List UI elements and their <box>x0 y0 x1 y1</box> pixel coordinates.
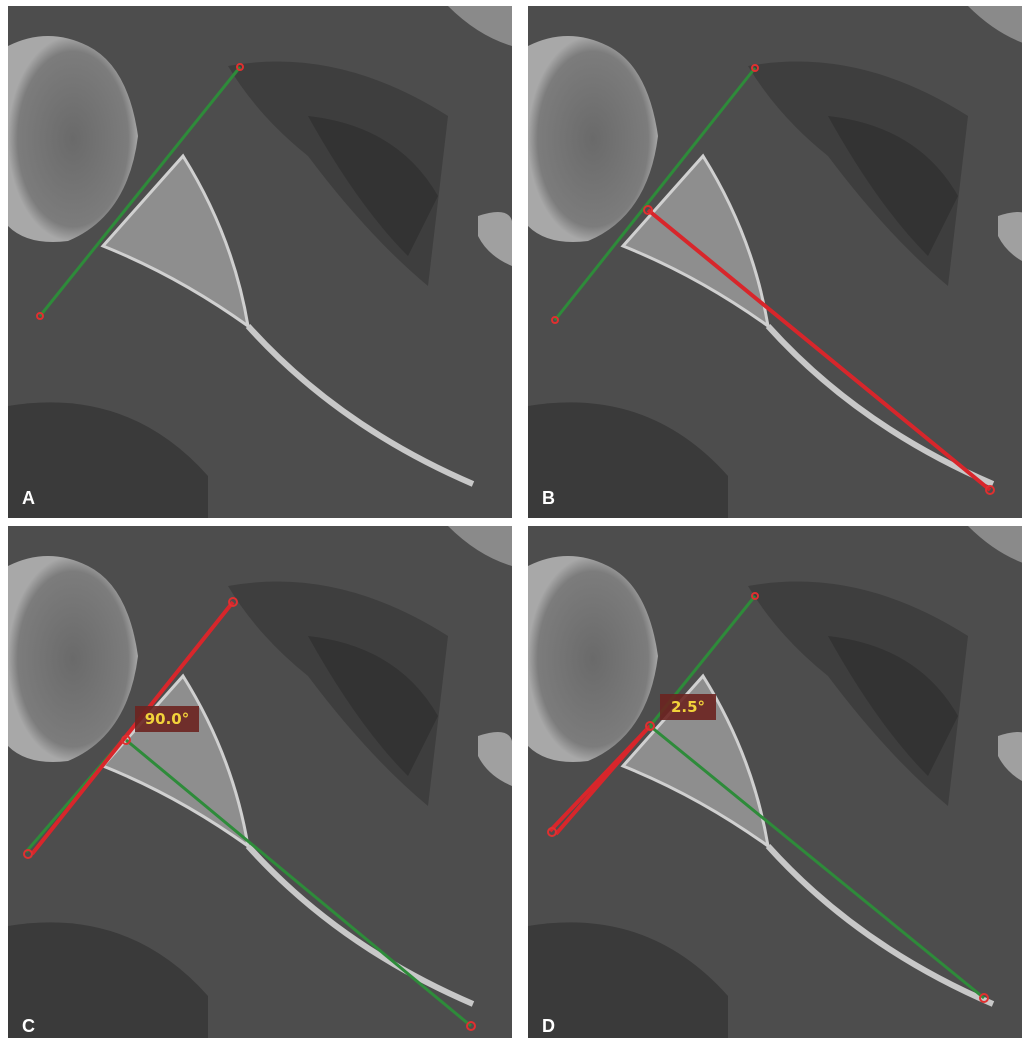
panel-label: B <box>542 488 555 508</box>
panel-b: B <box>528 6 1022 518</box>
panel-label: C <box>22 1016 35 1036</box>
panel-a: A <box>8 6 512 518</box>
figure: A B 90.0° C 2.5° D <box>0 0 1022 1044</box>
panel-label: D <box>542 1016 555 1036</box>
panel-d: 2.5° D <box>528 526 1022 1038</box>
angle-label: 90.0° <box>145 710 190 728</box>
panel-c: 90.0° C <box>8 526 512 1038</box>
panel-label: A <box>22 488 35 508</box>
angle-label: 2.5° <box>671 698 705 716</box>
ct-scan <box>8 526 512 1038</box>
